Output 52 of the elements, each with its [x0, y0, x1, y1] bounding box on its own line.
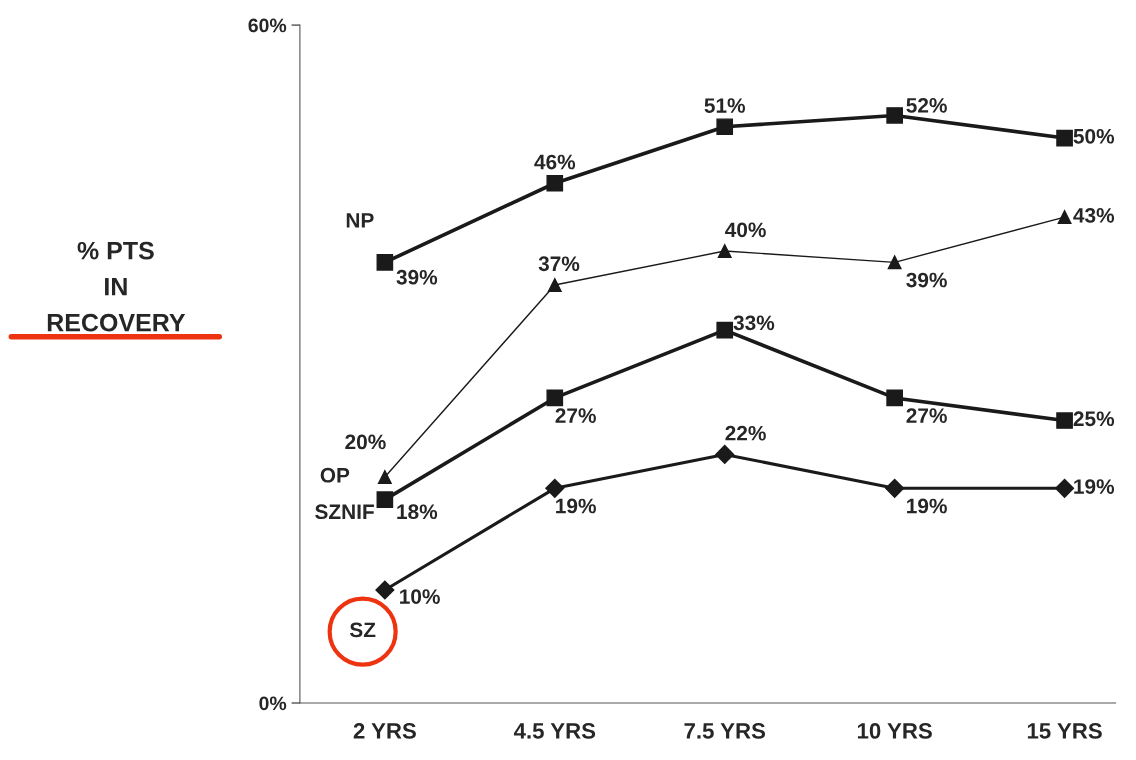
data-label: 18%: [397, 504, 438, 520]
point: [376, 254, 394, 271]
y-axis-title: % PTS IN RECOVERY: [47, 241, 186, 332]
point: [546, 389, 564, 407]
point: [545, 478, 565, 498]
point: [1056, 412, 1073, 429]
data-label: 40%: [725, 222, 766, 238]
data-label: 22%: [725, 425, 766, 441]
point: [886, 107, 903, 124]
point: [376, 491, 394, 508]
data-label: 20%: [345, 434, 386, 450]
series-label: NP: [346, 213, 374, 228]
data-label: 51%: [704, 98, 746, 113]
x-tick-label: 10 YRS: [857, 723, 932, 739]
data-label: 39%: [906, 272, 947, 288]
data-label: 50%: [1073, 128, 1115, 144]
series-label: SZNIF: [315, 504, 374, 520]
data-label: 19%: [1074, 479, 1115, 494]
point: [715, 444, 735, 464]
point: [547, 278, 562, 292]
data-label: 37%: [538, 256, 580, 272]
point: [885, 478, 905, 498]
x-tick-label: 15 YRS: [1027, 723, 1102, 739]
x-tick-label: 7.5 YRS: [684, 723, 766, 739]
y-tick-label: 0%: [259, 696, 287, 711]
data-label: 43%: [1073, 208, 1115, 223]
data-label: 52%: [906, 97, 947, 113]
data-label: 10%: [400, 589, 440, 604]
point: [1055, 478, 1075, 498]
point: [375, 580, 395, 600]
point: [717, 244, 732, 258]
data-label: 33%: [733, 315, 775, 331]
data-label: 19%: [907, 498, 947, 514]
series-label: OP: [320, 467, 350, 483]
data-label: 19%: [556, 498, 596, 514]
point: [546, 174, 564, 192]
point: [716, 321, 734, 339]
data-label: 27%: [906, 408, 947, 423]
x-tick-label: 2 YRS: [353, 723, 416, 739]
data-label: 46%: [534, 154, 576, 170]
point: [886, 389, 903, 407]
data-label: 27%: [555, 408, 596, 423]
series-label: SZ: [349, 622, 376, 638]
y-tick-label: 60%: [248, 18, 287, 33]
data-label: 39%: [396, 269, 438, 285]
point: [1056, 129, 1073, 147]
point: [887, 255, 902, 270]
point: [377, 470, 392, 484]
point: [1057, 210, 1072, 225]
point: [716, 118, 734, 136]
x-tick-label: 4.5 YRS: [513, 723, 596, 739]
data-label: 25%: [1073, 411, 1115, 427]
